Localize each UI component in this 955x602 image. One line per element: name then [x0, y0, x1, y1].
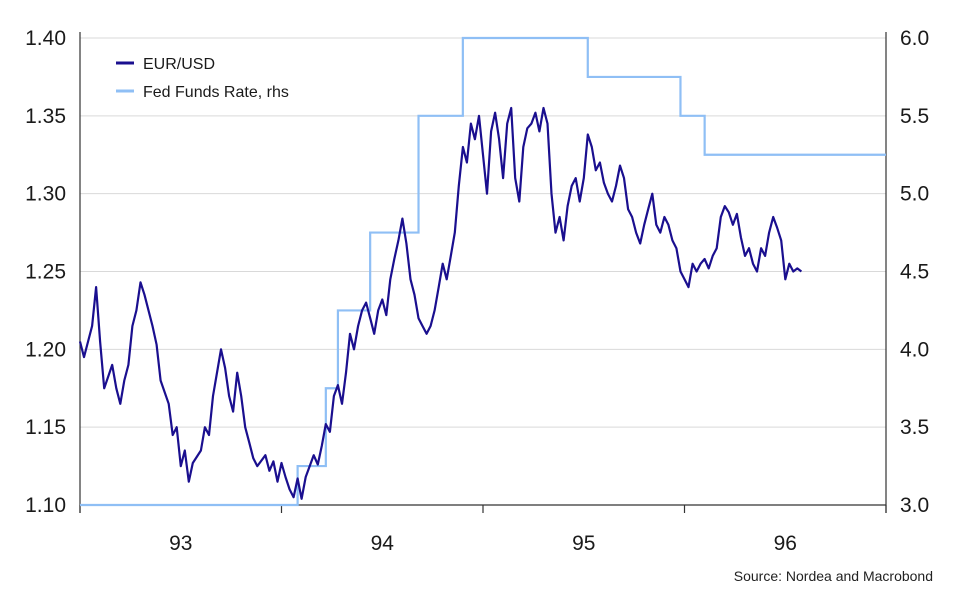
y-right-tick-label: 5.0 [900, 183, 929, 206]
series-layer [78, 36, 886, 507]
y-right-tick-label: 6.0 [900, 27, 929, 50]
y-right-tick-label: 4.5 [900, 261, 929, 284]
y-left-tick-label: 1.30 [25, 183, 66, 206]
y-left-tick-label: 1.20 [25, 338, 66, 361]
fed-funds-rate-line [80, 36, 886, 507]
eur-usd-line [78, 106, 803, 500]
legend: EUR/USD Fed Funds Rate, rhs [116, 56, 289, 101]
x-tick-label: 95 [572, 532, 595, 555]
x-tick-label: 93 [169, 532, 192, 555]
y-right-tick-label: 3.0 [900, 494, 929, 517]
legend-label-eur-usd: EUR/USD [143, 56, 215, 73]
y-right-tick-label: 3.5 [900, 416, 929, 439]
legend-label-fed-funds: Fed Funds Rate, rhs [143, 84, 289, 101]
y-left-tick-label: 1.10 [25, 494, 66, 517]
y-right-tick-label: 4.0 [900, 338, 929, 361]
y-left-tick-label: 1.40 [25, 27, 66, 50]
x-tick-label: 96 [774, 532, 797, 555]
y-left-tick-label: 1.15 [25, 416, 66, 439]
axes: 1.10 3.0 1.15 3.5 1.20 4.0 1.25 4.5 1.30 5.0 1.35 5… [25, 27, 929, 555]
source-note: Source: Nordea and Macrobond [733, 568, 933, 584]
y-left-tick-label: 1.25 [25, 261, 66, 284]
x-tick-label: 94 [371, 532, 395, 555]
gridlines [80, 37, 886, 506]
y-left-tick-label: 1.35 [25, 105, 66, 128]
y-right-tick-label: 5.5 [900, 105, 929, 128]
